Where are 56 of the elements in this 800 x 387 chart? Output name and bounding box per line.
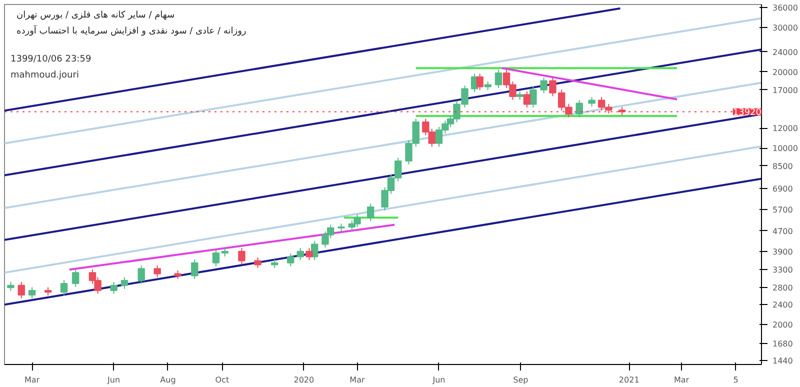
candlestick [588, 96, 596, 108]
candlestick [60, 280, 68, 296]
y-tick-label: 3900 [772, 247, 793, 256]
candlestick [18, 281, 25, 299]
candlestick [523, 90, 531, 108]
x-tick-label: Oct [215, 376, 230, 384]
candlestick [238, 248, 246, 265]
candlestick [28, 286, 36, 299]
y-tick-label: 1440 [772, 356, 793, 366]
candlestick [576, 100, 583, 118]
candlestick [366, 203, 374, 222]
y-tick-label: 8500 [772, 162, 793, 171]
y-tick-label: 5700 [772, 206, 793, 215]
y-tick-label: 3300 [772, 266, 793, 275]
y-tick-label: 10000 [772, 144, 798, 154]
y-tick-label: 36000 [772, 4, 798, 13]
y-tick-label: 12000 [772, 124, 798, 134]
candlestick [138, 264, 145, 284]
candlestick [154, 264, 161, 278]
y-tick-label: 4700 [772, 226, 793, 236]
candlestick [494, 69, 502, 89]
x-tick-label: Sep [513, 376, 528, 384]
x-tick-label: 5 [733, 376, 738, 384]
x-tick-label: Aug [160, 376, 176, 384]
candlestick [476, 73, 484, 91]
x-tick-label: Mar [24, 376, 40, 384]
candlestick [120, 276, 128, 290]
candlestick [191, 258, 198, 280]
candlestick [306, 248, 313, 261]
annotation: mahmoud.jouri [10, 70, 79, 80]
y-tick-label: 20000 [772, 68, 798, 77]
candlestick [110, 281, 118, 294]
annotation: 1399/10/06 23:59 [10, 54, 92, 64]
y-tick-label: 30000 [772, 24, 798, 33]
y-tick-label: 24000 [772, 48, 798, 57]
candlestick [286, 253, 294, 267]
y-tick-label: 2800 [772, 284, 793, 293]
y-tick-label: 2000 [772, 320, 793, 330]
text: سهام / سایر کانه های فلزی / بورس تهران [16, 10, 175, 20]
x-tick-label: Jun [432, 376, 446, 384]
x-tick-label: Mar [674, 376, 690, 384]
ref-line-label: 13920 [732, 108, 762, 118]
candlestick [72, 268, 80, 288]
x-tick-label: Mar [350, 376, 366, 384]
y-tick-label: 17000 [772, 86, 798, 95]
candlestick [296, 248, 304, 261]
y-tick-label: 1680 [772, 340, 793, 349]
text: روزانه / عادی / سود نقدی و افزایش سرمایه با احتساب آورده [16, 24, 246, 36]
y-tick-label: 2400 [772, 300, 793, 310]
candlestick [530, 86, 537, 108]
x-tick-label: 2021 [618, 376, 640, 384]
x-tick-label: 2020 [294, 376, 314, 384]
x-tick-label: Jun [106, 376, 120, 384]
candlestick [254, 256, 262, 268]
y-tick-label: 6900 [772, 184, 793, 194]
candlestick [540, 77, 548, 94]
